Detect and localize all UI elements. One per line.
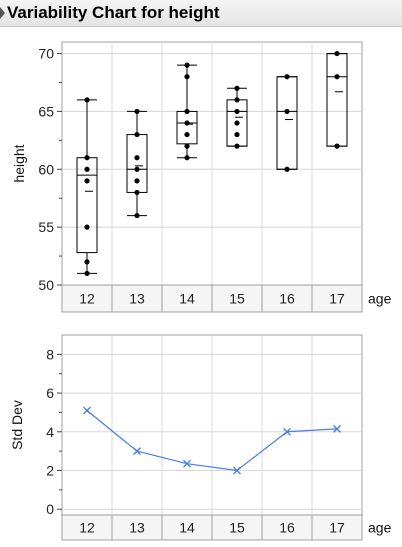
data-point <box>284 166 290 172</box>
report-title: Variability Chart for height <box>7 3 220 22</box>
std-dev-marker-14 <box>183 459 191 468</box>
data-point <box>234 108 240 115</box>
data-point <box>134 166 140 172</box>
x-category-label: 13 <box>129 520 145 536</box>
y-tick-label: 50 <box>38 277 54 293</box>
data-point <box>234 85 240 91</box>
x-category-label: 17 <box>329 520 345 536</box>
data-point <box>84 155 90 161</box>
data-point <box>184 62 190 68</box>
box-plot-15 <box>226 85 248 149</box>
data-point <box>284 108 290 115</box>
x-category-label: 14 <box>179 520 195 536</box>
data-point <box>84 270 90 277</box>
data-point <box>234 120 240 126</box>
x-axis-label: age <box>368 520 392 536</box>
box-plot-12 <box>76 97 98 277</box>
std-dev-marker-13 <box>133 447 141 456</box>
std-dev-marker-17 <box>333 424 341 433</box>
x-category-label: 16 <box>279 520 295 536</box>
data-point <box>234 143 240 149</box>
data-point <box>234 97 240 103</box>
box-plot-17 <box>326 50 348 149</box>
data-point <box>334 74 340 80</box>
box-plot-16 <box>276 74 298 172</box>
x-mark-stroke <box>333 424 341 433</box>
y-tick-label: 55 <box>38 219 54 235</box>
x-axis-label: age <box>368 291 392 307</box>
x-category-label: 12 <box>79 520 95 536</box>
x-category-label: 15 <box>229 291 245 307</box>
data-point <box>184 155 190 161</box>
data-point <box>334 143 340 149</box>
y-tick-label: 65 <box>38 103 54 119</box>
data-point <box>134 155 140 161</box>
data-point <box>284 74 290 80</box>
y-tick-label: 2 <box>46 462 54 478</box>
x-mark-stroke <box>283 427 291 436</box>
data-point <box>134 212 140 219</box>
y-tick-label: 6 <box>46 385 54 401</box>
data-point <box>184 131 190 138</box>
data-point <box>184 74 190 80</box>
data-point <box>84 259 90 265</box>
x-category-label: 16 <box>279 291 295 307</box>
x-mark-stroke <box>133 447 141 456</box>
data-point <box>84 178 90 184</box>
x-category-label: 13 <box>129 291 145 307</box>
x-category-label: 14 <box>179 291 195 307</box>
data-point <box>84 97 90 103</box>
std-dev-marker-16 <box>283 427 291 436</box>
box-plot-14 <box>176 62 198 161</box>
x-category-label: 15 <box>229 520 245 536</box>
x-category-label: 12 <box>79 291 95 307</box>
y-tick-label: 70 <box>38 46 54 62</box>
data-point <box>184 143 190 149</box>
data-point <box>134 189 140 196</box>
y-tick-label: 8 <box>46 346 54 362</box>
data-point <box>134 178 140 184</box>
box-plot-13 <box>126 108 148 219</box>
y-axis-label: Std Dev <box>9 400 25 450</box>
data-point <box>134 108 140 115</box>
y-tick-label: 0 <box>46 501 54 517</box>
std-dev-line <box>86 410 338 472</box>
y-tick-label: 60 <box>38 161 54 177</box>
data-point <box>84 224 90 230</box>
y-axis-label: height <box>11 144 27 182</box>
data-point <box>184 108 190 115</box>
report-title-bar[interactable]: Variability Chart for height <box>0 0 402 27</box>
data-point <box>84 166 90 172</box>
x-mark-stroke <box>183 459 191 468</box>
std-dev-marker-12 <box>83 406 91 415</box>
data-point <box>234 131 240 138</box>
std-dev-marker-15 <box>233 466 241 475</box>
data-point <box>134 131 140 138</box>
y-tick-label: 4 <box>46 424 54 440</box>
data-point <box>184 120 190 126</box>
x-mark-stroke <box>233 466 241 475</box>
x-category-label: 17 <box>329 291 345 307</box>
data-point <box>334 50 340 57</box>
disclosure-triangle-icon[interactable] <box>0 7 5 19</box>
x-mark-stroke <box>83 406 91 415</box>
